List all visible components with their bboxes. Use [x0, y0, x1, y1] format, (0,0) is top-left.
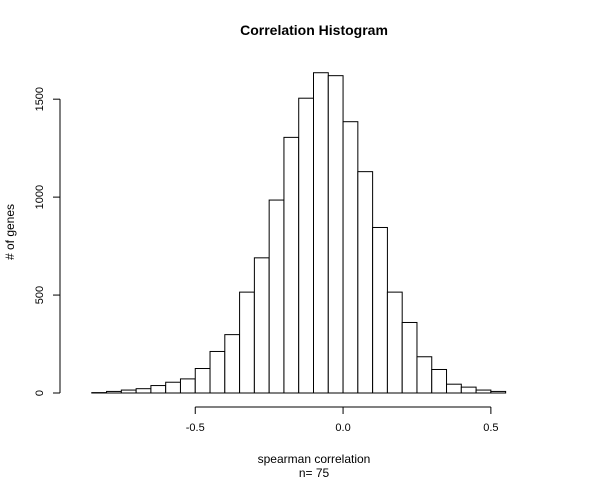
- histogram-bar: [327, 75, 344, 394]
- y-tick-label: 1500: [34, 87, 46, 111]
- histogram-bar: [150, 385, 167, 394]
- histogram-bar: [401, 321, 418, 394]
- histogram-bar: [372, 226, 388, 394]
- histogram-bar: [490, 390, 507, 394]
- y-tick-label: 1000: [34, 185, 46, 209]
- histogram-bar: [165, 381, 181, 394]
- histogram-bar: [313, 72, 329, 394]
- y-axis: 0 500 1000 1500: [34, 87, 61, 396]
- histogram-bar: [475, 389, 492, 394]
- x-axis-label: spearman correlation: [258, 452, 371, 466]
- histogram-bar: [416, 356, 433, 394]
- histogram-bar: [224, 334, 241, 394]
- histogram-bar: [386, 291, 403, 394]
- x-tick-label: -0.5: [186, 422, 205, 434]
- histogram-bar: [283, 136, 300, 394]
- y-tick-label: 0: [34, 390, 46, 396]
- histogram-bar: [239, 291, 255, 394]
- histogram-bar: [179, 378, 196, 394]
- histogram-bar: [106, 390, 122, 394]
- histogram-bar: [298, 97, 315, 394]
- histogram-bar: [253, 257, 270, 394]
- x-tick-label: 0.0: [335, 422, 350, 434]
- y-axis-label: # of genes: [3, 204, 17, 260]
- histogram-bar: [431, 368, 448, 394]
- x-axis-sublabel: n= 75: [299, 466, 330, 480]
- histogram-bar: [357, 171, 374, 394]
- histogram-bar: [135, 388, 152, 394]
- bars-group: [91, 72, 507, 394]
- x-tick-label: 0.5: [483, 422, 498, 434]
- histogram-bar: [446, 383, 462, 394]
- histogram-bar: [194, 368, 211, 394]
- histogram-bar: [209, 350, 226, 394]
- x-axis: -0.5 0.0 0.5: [186, 406, 499, 434]
- histogram-bar: [268, 199, 285, 394]
- histogram-bar: [120, 389, 137, 394]
- y-tick-label: 500: [34, 286, 46, 304]
- histogram-bar: [342, 121, 359, 394]
- histogram-bar: [460, 386, 477, 394]
- chart-title: Correlation Histogram: [240, 22, 388, 38]
